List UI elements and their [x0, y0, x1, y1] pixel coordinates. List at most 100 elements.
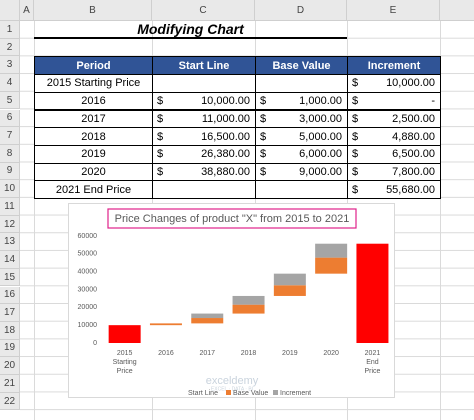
col-line: [440, 21, 441, 420]
bar-segment: [356, 243, 389, 343]
row-header: 9: [0, 162, 20, 181]
column-header: A: [20, 0, 34, 21]
column-header: D: [255, 0, 347, 21]
currency-symbol: $: [352, 165, 359, 178]
amount-cell: $4,880.00: [347, 127, 441, 146]
bar-segment: [273, 273, 306, 286]
x-tick-label: 2020: [323, 350, 339, 357]
amount: 16,500.00: [201, 130, 250, 143]
bar-segment: [191, 318, 224, 324]
row-header: 17: [0, 304, 20, 322]
bar-segment: [274, 296, 306, 343]
table-header: Base Value: [255, 56, 348, 76]
period-cell: 2021 End Price: [34, 180, 153, 199]
bar-segment: [150, 325, 182, 343]
bar-segment: [191, 313, 224, 319]
x-label-box: 2020: [323, 350, 339, 357]
row-header: 4: [0, 74, 20, 92]
bar-segment: [232, 304, 265, 314]
x-label-box: 2016: [158, 350, 174, 357]
bar-segment: [315, 243, 348, 258]
chart-svg: Price Changes of product "X" from 2015 t…: [78, 208, 389, 397]
amount: 4,880.00: [392, 130, 435, 143]
chart-title: Price Changes of product "X" from 2015 t…: [115, 213, 350, 225]
y-tick-label: 10000: [78, 322, 98, 329]
amount: -: [431, 95, 435, 108]
bar-segment: [108, 325, 141, 343]
currency-symbol: $: [352, 148, 359, 161]
chart-title-box: [107, 208, 357, 229]
table-header: Increment: [347, 56, 441, 76]
row-header: 18: [0, 321, 20, 340]
amount: 11,000.00: [201, 112, 250, 125]
amount: 38,880.00: [201, 165, 250, 178]
amount: 7,800.00: [392, 165, 435, 178]
amount-cell: $55,680.00: [347, 180, 441, 199]
amount-cell: $11,000.00: [152, 109, 256, 129]
amount-cell: $3,000.00: [255, 109, 348, 129]
amount: 6,000.00: [299, 148, 342, 161]
amount: 2,500.00: [392, 112, 435, 125]
legend-swatch: [181, 390, 186, 395]
amount-cell: $9,000.00: [255, 162, 348, 182]
bar-segment: [149, 323, 182, 326]
amount-cell: $26,380.00: [152, 144, 256, 164]
column-header: E: [347, 0, 440, 21]
legend-label: Start Line: [188, 390, 218, 397]
row-header: 2: [0, 38, 20, 57]
currency-symbol: $: [352, 77, 359, 90]
watermark: exceldemy: [206, 375, 259, 387]
currency-symbol: $: [352, 95, 359, 108]
bar-segment: [273, 285, 306, 296]
amount: 10,000.00: [386, 77, 435, 90]
row-header: 15: [0, 268, 20, 287]
currency-symbol: $: [260, 148, 267, 161]
x-tick-label: 2018: [240, 350, 257, 357]
amount-cell: $1,000.00: [255, 91, 348, 111]
row-header: 11: [0, 198, 20, 216]
amount: 26,380.00: [201, 148, 250, 161]
row-header: 13: [0, 233, 20, 252]
bar-segment: [315, 257, 348, 274]
amount-cell: [255, 74, 348, 93]
sheet-title: Modifying Chart: [34, 21, 347, 39]
currency-symbol: $: [157, 148, 164, 161]
y-tick-label: 20000: [78, 304, 98, 311]
x-tick-label: 2015 Starting Price: [112, 350, 137, 375]
column-header: [440, 0, 474, 21]
row-header: 20: [0, 357, 20, 375]
currency-symbol: $: [260, 112, 267, 125]
currency-symbol: $: [157, 95, 164, 108]
row-header: 8: [0, 144, 20, 163]
amount: 6,500.00: [392, 148, 435, 161]
amount-cell: $6,500.00: [347, 144, 441, 164]
amount-cell: $10,000.00: [152, 91, 256, 111]
row-header: 21: [0, 375, 20, 393]
period-cell: 2018: [34, 127, 153, 146]
row-header: 14: [0, 251, 20, 269]
row-header: 7: [0, 127, 20, 145]
row-header: 1: [0, 21, 20, 39]
y-tick-label: 50000: [78, 251, 98, 258]
amount-cell: [152, 74, 256, 93]
amount: 9,000.00: [299, 165, 342, 178]
y-tick-label: 0: [93, 340, 97, 347]
amount-cell: $16,500.00: [152, 127, 256, 146]
x-label-box: 2015 Starting Price: [112, 350, 137, 375]
currency-symbol: $: [260, 130, 267, 143]
row-header: 5: [0, 91, 20, 110]
x-tick-label: 2019: [282, 350, 298, 357]
amount-cell: $2,500.00: [347, 109, 441, 129]
col-line: [34, 21, 35, 420]
row-header: 16: [0, 286, 20, 305]
y-tick-label: 30000: [78, 286, 98, 293]
x-tick-label: 2021 End Price: [364, 350, 381, 375]
column-header: C: [152, 0, 255, 21]
x-label-box: 2019: [282, 350, 298, 357]
x-label-box: 2018: [240, 350, 257, 357]
amount: 10,000.00: [201, 95, 250, 108]
row-header: 10: [0, 180, 20, 198]
amount-cell: $7,800.00: [347, 162, 441, 182]
currency-symbol: $: [260, 165, 267, 178]
